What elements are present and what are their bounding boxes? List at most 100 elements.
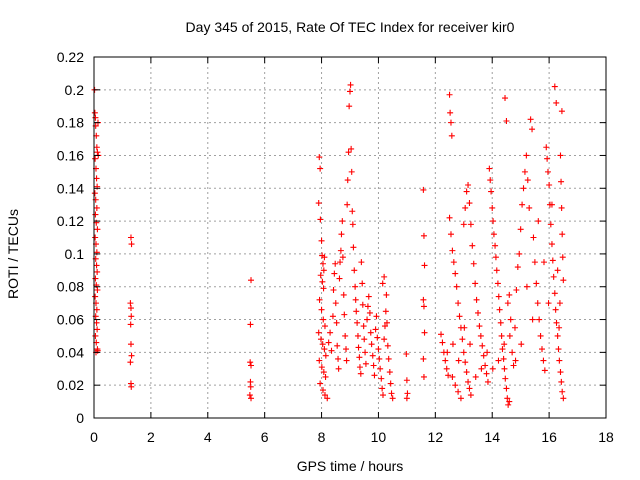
y-tick-label: 0.18 [57,115,84,131]
data-point [543,144,550,151]
data-point [340,291,347,298]
data-point [518,341,525,348]
data-point [503,117,510,124]
y-tick-label: 0 [76,410,84,426]
data-point [473,296,480,303]
data-point [484,378,491,385]
data-point [501,341,508,348]
data-point [438,331,445,338]
data-point [487,177,494,184]
data-point [346,103,353,110]
data-point [93,306,100,313]
data-points [91,81,567,408]
data-point [354,332,361,339]
data-point [94,149,101,156]
data-point [560,395,567,402]
data-point [127,321,134,328]
data-point [316,357,323,364]
data-point [371,372,378,379]
data-point [336,275,343,282]
data-point [321,323,328,330]
y-tick-label: 0.08 [57,279,84,295]
data-point [127,305,134,312]
plot-frame [93,56,607,419]
data-point [93,175,100,182]
data-point [514,264,521,271]
data-point [348,168,355,175]
data-point [501,365,508,372]
y-tick-label: 0.06 [57,312,84,328]
data-point [94,226,101,233]
data-point [447,109,454,116]
data-point [349,221,356,228]
chart-title: Day 345 of 2015, Rate Of TEC Index for r… [186,19,515,35]
data-point [558,204,565,211]
data-point [92,211,99,218]
data-point [516,250,523,257]
data-point [421,329,428,336]
data-point [439,339,446,346]
data-point [504,395,511,402]
data-point [337,247,344,254]
data-point [388,390,395,397]
data-point [551,83,558,90]
data-point [329,313,336,320]
data-point [529,316,536,323]
data-point [558,108,565,115]
data-point [360,323,367,330]
data-point [557,369,564,376]
data-point [377,365,384,372]
data-point [330,287,337,294]
y-tick-label: 0.16 [57,147,84,163]
data-point [507,316,514,323]
data-point [545,300,552,307]
data-point [381,336,388,343]
data-point [343,346,350,353]
data-point [510,362,517,369]
data-point [492,242,499,249]
data-point [533,280,540,287]
data-point [537,332,544,339]
data-point [479,342,486,349]
data-point [456,313,463,320]
data-point [385,355,392,362]
y-tick-label: 0.1 [65,246,85,262]
data-point [368,341,375,348]
y-tick-label: 0.22 [57,49,84,65]
data-point [459,336,466,343]
data-point [127,341,134,348]
data-point [511,324,518,331]
data-point [552,306,559,313]
data-point [420,232,427,239]
data-point [420,303,427,310]
data-point [502,375,509,382]
data-point [128,241,135,248]
data-point [321,346,328,353]
data-point [499,346,506,353]
data-point [246,392,253,399]
x-axis-label: GPS time / hours [297,458,404,474]
data-point [333,319,340,326]
x-tick-label: 18 [598,429,614,445]
data-point [520,185,527,192]
data-point [352,296,359,303]
data-point [484,349,491,356]
data-point [448,132,455,139]
data-point [420,186,427,193]
data-point [247,321,254,328]
data-point [445,372,452,379]
data-point [502,95,509,102]
data-point [92,234,99,241]
x-tick-label: 8 [318,429,326,445]
data-point [500,355,507,362]
data-point [521,168,528,175]
data-point [524,177,531,184]
data-point [327,329,334,336]
data-point [548,241,555,248]
data-point [554,267,561,274]
data-point [128,313,135,320]
data-point [347,88,353,95]
data-point [247,359,254,366]
data-point [529,126,536,133]
